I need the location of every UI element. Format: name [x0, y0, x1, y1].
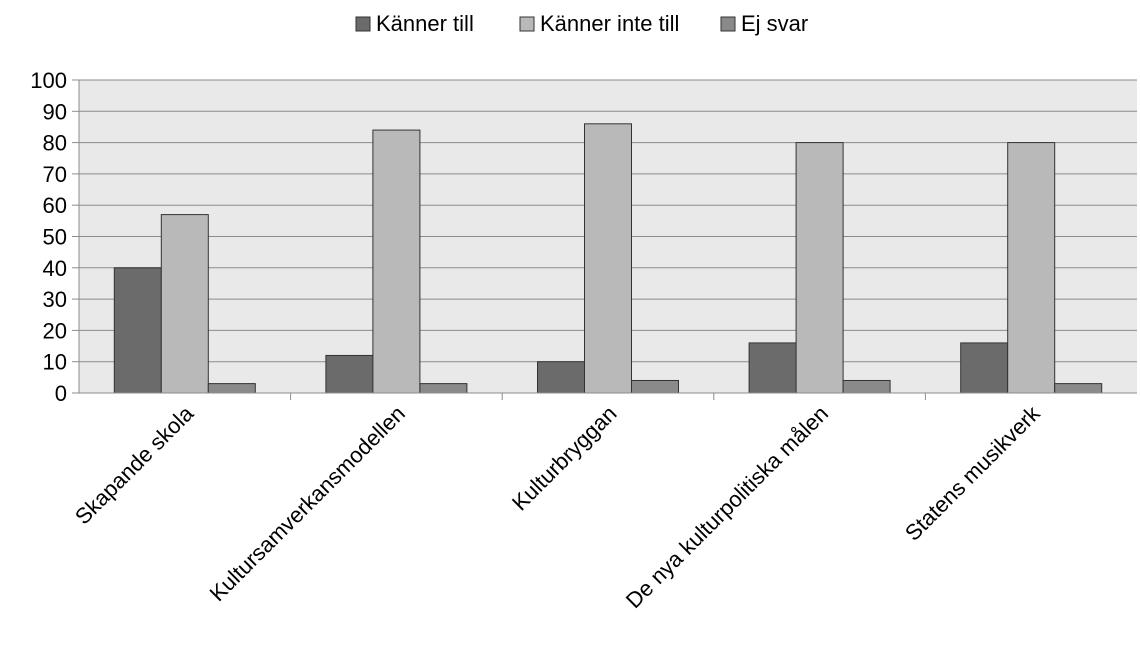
x-axis-category-labels: Skapande skola Kultursamverkansmodellen Ku… — [70, 400, 1045, 613]
bar — [631, 379, 679, 394]
bar — [537, 361, 585, 394]
x-category-label: Kultursamverkansmodellen — [205, 401, 410, 606]
legend-label: Känner inte till — [540, 11, 679, 36]
y-tick-label: 60 — [43, 193, 67, 218]
y-tick-label: 20 — [43, 318, 67, 343]
bar — [960, 342, 1009, 394]
axes — [78, 80, 1137, 400]
legend: Känner till Känner inte till Ej svar — [355, 11, 808, 36]
y-tick-label: 10 — [43, 350, 67, 375]
bar — [113, 267, 162, 394]
legend-swatch — [519, 16, 535, 32]
bar — [795, 142, 844, 394]
legend-label: Känner till — [376, 11, 474, 36]
x-category-label: De nya kulturpolitiska målen — [621, 401, 833, 613]
bar — [748, 342, 797, 394]
y-tick-label: 100 — [30, 68, 67, 93]
y-tick-label: 50 — [43, 225, 67, 250]
bar — [1054, 383, 1103, 394]
y-tick-label: 30 — [43, 287, 67, 312]
y-tick-label: 40 — [43, 256, 67, 281]
bars — [113, 123, 1103, 394]
legend-swatch — [355, 16, 371, 32]
bar — [372, 129, 421, 394]
y-tick-label: 0 — [55, 381, 67, 406]
legend-swatch — [720, 16, 736, 32]
bar — [325, 354, 374, 394]
x-category-label: Statens musikverk — [900, 400, 1045, 545]
y-tick-label: 70 — [43, 162, 67, 187]
x-category-label: Skapande skola — [70, 400, 199, 529]
y-axis-tick-labels: 0 10 20 30 40 50 60 70 80 90 100 — [30, 68, 67, 406]
legend-label: Ej svar — [741, 11, 808, 36]
bar — [160, 214, 209, 394]
bar — [419, 383, 468, 394]
bar — [842, 379, 891, 394]
bar — [584, 123, 632, 394]
bar — [207, 383, 256, 394]
bar — [1007, 142, 1056, 394]
x-category-label: Kulturbryggan — [507, 401, 622, 516]
y-tick-label: 90 — [43, 99, 67, 124]
y-tick-label: 80 — [43, 131, 67, 156]
